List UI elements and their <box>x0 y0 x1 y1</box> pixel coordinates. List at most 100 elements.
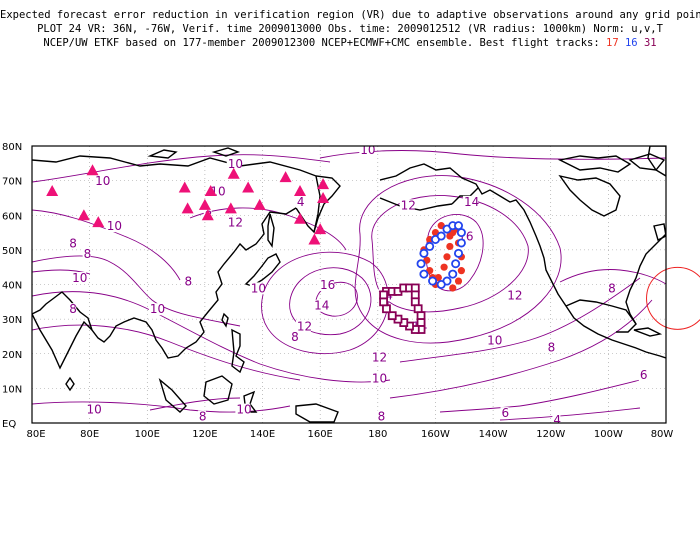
track-16-point <box>416 259 426 269</box>
track-31-point <box>410 283 420 293</box>
contour-label: 8 <box>608 281 616 295</box>
contour-label-bg <box>295 320 311 333</box>
contour-label: 8 <box>185 275 193 289</box>
contour-label-bg <box>486 334 502 347</box>
observation-triangle <box>181 202 194 214</box>
contour-10-f <box>399 277 641 363</box>
contour-label: 10 <box>107 219 122 233</box>
contour-label-bg <box>506 289 522 302</box>
observation-triangle <box>314 223 327 235</box>
contour-label-bg <box>226 157 242 170</box>
contour-label-bg <box>105 220 121 233</box>
contour-label-bg <box>552 414 561 423</box>
contour-label: 10 <box>150 302 165 316</box>
observation-triangle <box>308 233 321 245</box>
contour-6-b <box>439 405 521 413</box>
contour-12-west <box>261 251 389 354</box>
borneo <box>203 375 233 405</box>
track-16-point <box>456 228 466 238</box>
longitude-label: 80E <box>80 429 99 440</box>
longitude-label: 160E <box>307 429 332 440</box>
track-31-point <box>413 304 423 314</box>
track-16-label: 16 <box>624 37 638 49</box>
contour-label: 10 <box>72 271 87 285</box>
latitude-label: EQ <box>2 419 16 430</box>
track-31-point <box>379 290 388 300</box>
contour-label: 14 <box>314 299 329 313</box>
contour-label: 6 <box>640 368 648 382</box>
contour-label-bg <box>197 410 206 423</box>
contour-label: 10 <box>487 333 502 347</box>
flight-track-16 <box>416 221 466 289</box>
title-line-3-text: NCEP/UW ETKF based on 177-member 2009012… <box>43 37 600 49</box>
track-31-point <box>410 290 420 300</box>
observation-triangle <box>253 198 266 210</box>
contour-label-bg <box>370 372 386 385</box>
contour-label-bg <box>546 341 555 354</box>
contour-label-bg <box>500 407 509 420</box>
longitude-labels: 80E 80E 100E 120E 140E 160E 180 160W 140W 120W 100… <box>26 429 673 440</box>
contour-label-bg <box>94 175 110 188</box>
track-31-point <box>382 304 391 314</box>
contour-label: 14 <box>464 195 479 209</box>
contour-label: 8 <box>84 247 92 261</box>
track-16-point <box>454 248 464 258</box>
contour-label-bg <box>313 299 329 312</box>
contour-label-bg <box>290 330 299 343</box>
arctic-islands-a <box>147 149 178 159</box>
canada-arctic-b <box>628 153 666 171</box>
latitude-label: 50N <box>2 246 22 257</box>
contour-label: 8 <box>69 302 77 316</box>
observation-triangle <box>227 167 240 179</box>
latitude-label: 20N <box>2 350 22 361</box>
contour-label: 10 <box>95 174 110 188</box>
contour-label: 10 <box>372 371 387 385</box>
track-16-point <box>419 269 429 279</box>
observation-triangle <box>317 191 330 203</box>
longitude-label: 140E <box>250 429 275 440</box>
latitude-label: 60N <box>2 211 22 222</box>
newfoundland <box>653 223 666 242</box>
plot-frame <box>31 145 667 424</box>
title-line-2: PLOT 24 VR: 36N, -76W, Verif. time 20090… <box>37 23 663 35</box>
longitude-label: 120E <box>192 429 217 440</box>
alaska-coast <box>379 163 666 359</box>
contour-label-bg <box>295 195 304 208</box>
vr-ring <box>646 266 700 330</box>
gulf-mexico <box>565 299 637 333</box>
contour-label-bg <box>318 278 334 291</box>
track-31-point <box>410 297 420 307</box>
contour-label-bg <box>607 282 616 295</box>
observation-triangle <box>242 181 255 193</box>
contour-label: 12 <box>401 198 416 212</box>
japan <box>244 253 281 287</box>
greenland-tip <box>647 146 666 177</box>
cuba <box>633 327 663 337</box>
latitude-label: 70N <box>2 177 22 188</box>
track-17-point <box>449 284 457 292</box>
contour-labels: 1010108810881010128410121614141214161214… <box>68 146 648 427</box>
observation-triangle <box>279 171 292 183</box>
track-31-point <box>379 297 388 307</box>
contour-label: 8 <box>291 330 299 344</box>
longitude-label: 160W <box>421 429 450 440</box>
observation-triangle <box>294 212 307 224</box>
track-31-point <box>387 311 397 321</box>
contour-label: 8 <box>548 340 556 354</box>
contour-label-bg <box>68 303 77 316</box>
contour-label: 4 <box>297 195 305 209</box>
contour-8-e <box>559 269 666 285</box>
contour-label: 4 <box>553 413 561 427</box>
track-31-point <box>416 311 426 321</box>
contour-label-bg <box>376 410 385 423</box>
east-us-coast <box>625 233 666 325</box>
observation-triangle <box>46 185 59 197</box>
track-16-point <box>451 259 461 269</box>
contour-label-bg <box>370 351 386 364</box>
contour-label-bg <box>82 247 91 260</box>
contour-label-bg <box>183 275 192 288</box>
aleutians <box>379 197 453 211</box>
error-reduction-contours <box>32 150 666 421</box>
contour-4-a <box>499 407 641 421</box>
contour-8-f <box>149 397 241 411</box>
